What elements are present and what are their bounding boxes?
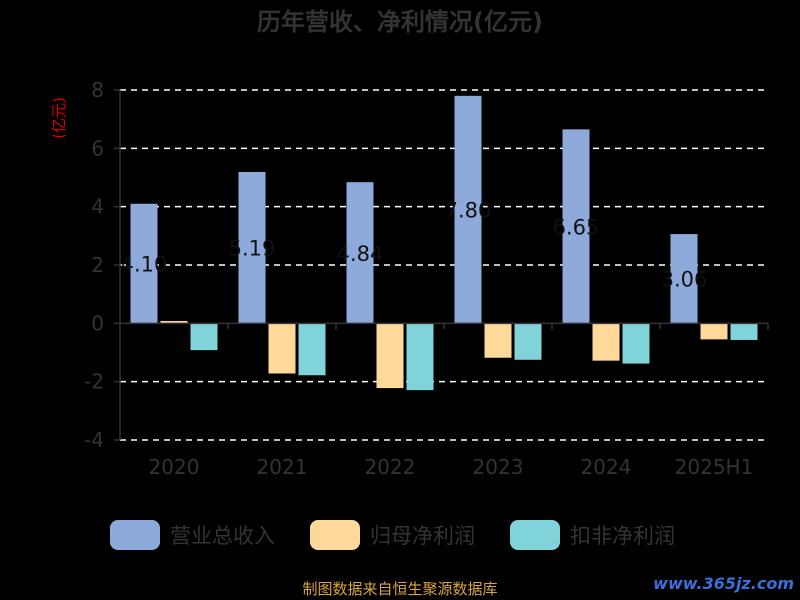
bar-1 (670, 234, 698, 324)
bar-3 (190, 323, 218, 351)
data-label: 3.06 (661, 268, 708, 292)
bar-1 (346, 182, 374, 324)
legend-swatch (110, 520, 160, 550)
data-label: 7.80 (445, 199, 492, 223)
legend-label: 扣非净利润 (570, 524, 675, 548)
bar-2 (160, 321, 188, 324)
bar-1 (454, 95, 482, 324)
legend-label: 归母净利润 (370, 524, 475, 548)
y-tick-label: 0 (91, 311, 104, 335)
legend-swatch (510, 520, 560, 550)
y-tick-label: 8 (91, 78, 104, 102)
bar-1 (238, 171, 266, 324)
y-tick-label: 4 (91, 195, 104, 219)
legend-swatch (310, 520, 360, 550)
bar-3 (730, 323, 758, 340)
bar-2 (484, 323, 512, 358)
y-tick-label: -4 (84, 428, 104, 452)
y-tick-label: 6 (91, 136, 104, 160)
bar-3 (298, 323, 326, 376)
chart-title: 历年营收、净利情况(亿元) (257, 8, 543, 36)
data-label: 6.65 (553, 215, 600, 239)
legend-label: 营业总收入 (170, 524, 275, 548)
y-tick-label: 2 (91, 253, 104, 277)
bar-2 (700, 323, 728, 340)
x-tick-label: 2020 (149, 455, 200, 479)
y-tick-label: -2 (84, 370, 104, 394)
bar-1 (562, 129, 590, 324)
y-axis-label: (亿元) (50, 97, 68, 139)
data-label: 4.84 (337, 242, 384, 266)
bar-2 (268, 323, 296, 374)
bar-2 (592, 323, 620, 361)
bar-1 (130, 203, 158, 324)
x-tick-label: 2024 (581, 455, 632, 479)
bar-3 (622, 323, 650, 364)
x-tick-label: 2022 (365, 455, 416, 479)
bar-2 (376, 323, 404, 389)
bar-3 (406, 323, 434, 391)
bar-3 (514, 323, 542, 360)
data-label: 5.19 (229, 237, 276, 261)
data-source-note: 制图数据来自恒生聚源数据库 (302, 580, 498, 598)
x-tick-label: 2023 (473, 455, 524, 479)
data-label: 4.10 (121, 253, 168, 277)
x-tick-label: 2021 (257, 455, 308, 479)
watermark: www.365jz.com (653, 574, 794, 593)
x-tick-label: 2025H1 (675, 455, 754, 479)
